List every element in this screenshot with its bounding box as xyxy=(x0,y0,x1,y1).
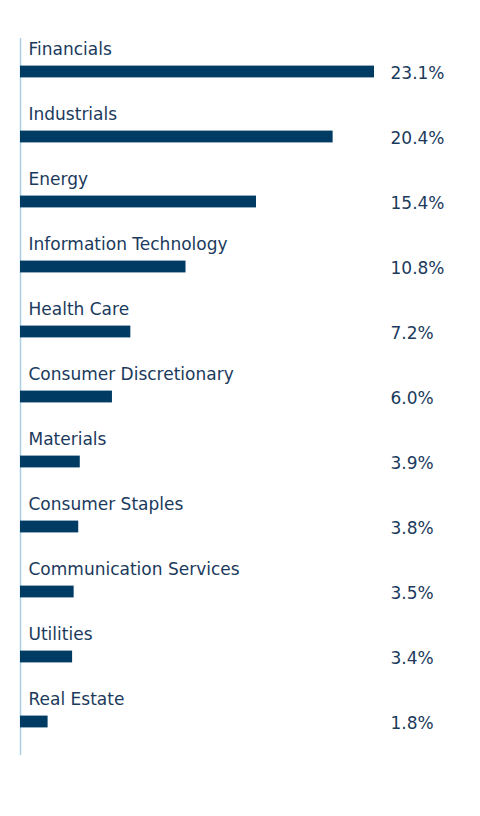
svg-text:3.9%: 3.9% xyxy=(391,453,434,473)
svg-text:3.4%: 3.4% xyxy=(391,648,434,668)
svg-text:Consumer Discretionary: Consumer Discretionary xyxy=(29,364,234,384)
svg-text:Industrials: Industrials xyxy=(29,104,118,124)
svg-text:1.8%: 1.8% xyxy=(391,713,434,733)
svg-text:20.4%: 20.4% xyxy=(391,128,445,148)
svg-text:Financials: Financials xyxy=(29,39,112,59)
svg-text:15.4%: 15.4% xyxy=(391,193,445,213)
svg-text:Utilities: Utilities xyxy=(29,624,93,644)
svg-text:10.8%: 10.8% xyxy=(391,258,445,278)
svg-text:Information Technology: Information Technology xyxy=(29,234,228,254)
svg-text:Consumer Staples: Consumer Staples xyxy=(29,494,184,514)
svg-text:Health Care: Health Care xyxy=(29,299,130,319)
svg-text:23.1%: 23.1% xyxy=(391,63,445,83)
svg-text:7.2%: 7.2% xyxy=(391,323,434,343)
svg-text:6.0%: 6.0% xyxy=(391,388,434,408)
svg-text:Communication Services: Communication Services xyxy=(29,559,240,579)
svg-text:Energy: Energy xyxy=(29,169,89,189)
svg-text:3.5%: 3.5% xyxy=(391,583,434,603)
svg-text:3.8%: 3.8% xyxy=(391,518,434,538)
svg-text:Real Estate: Real Estate xyxy=(29,689,125,709)
svg-text:Materials: Materials xyxy=(29,429,107,449)
